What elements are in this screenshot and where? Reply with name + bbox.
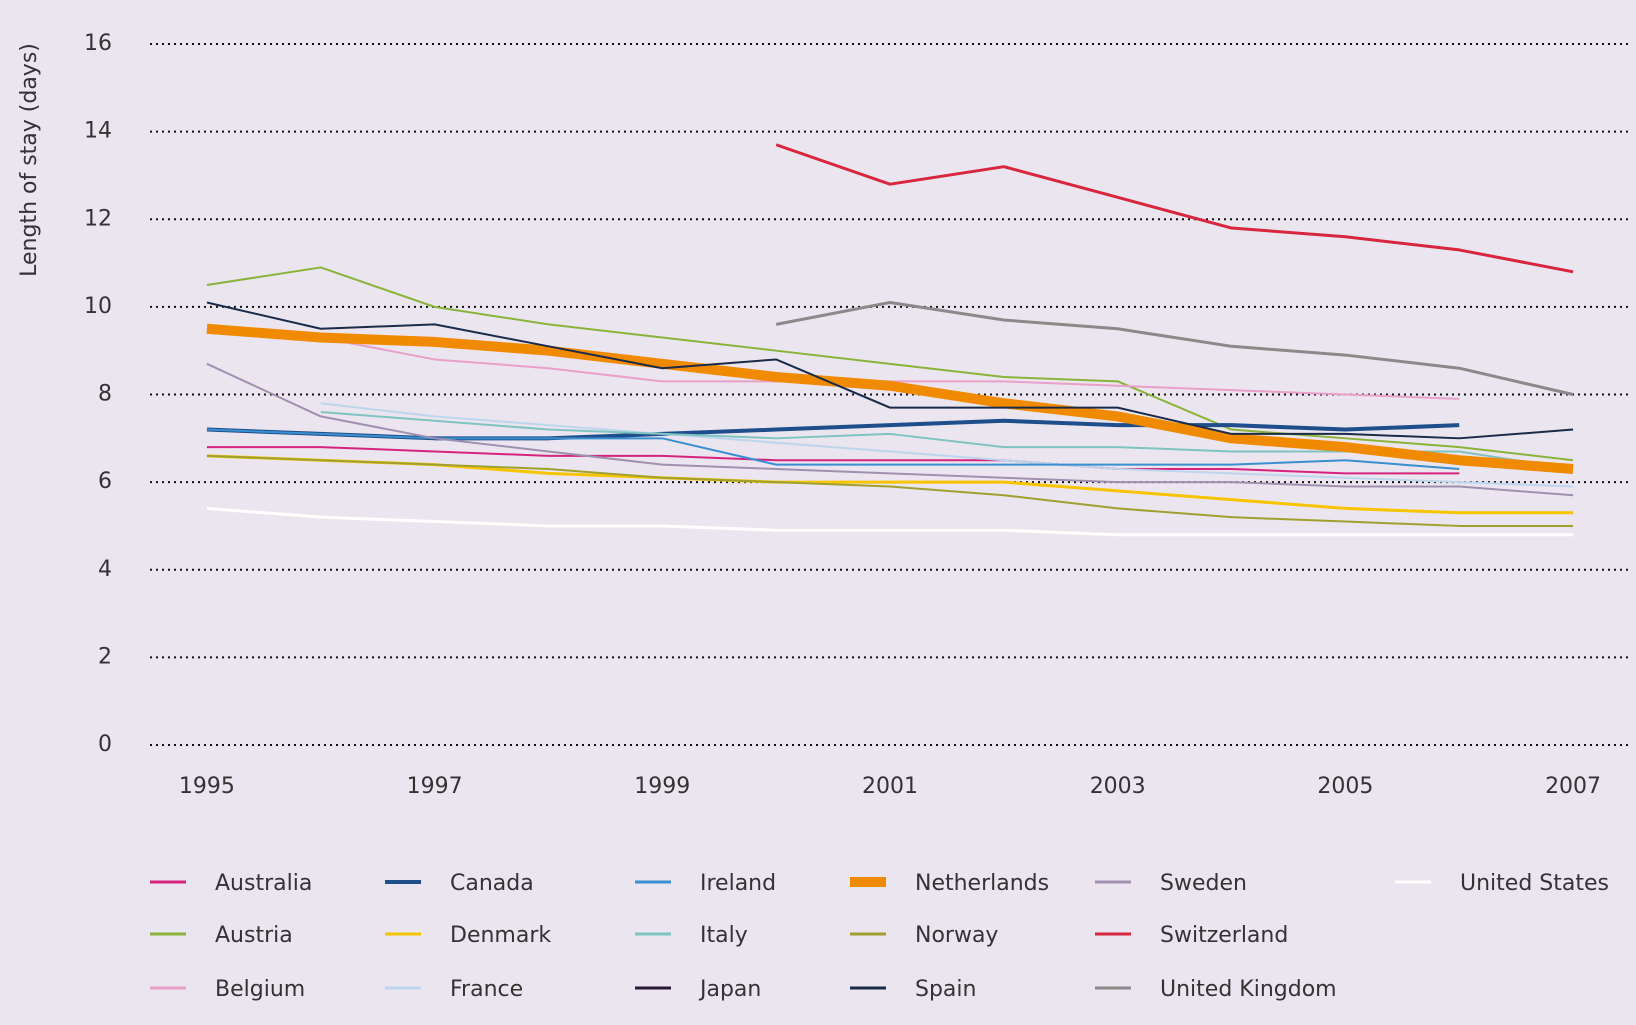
legend-label: Ireland <box>700 871 776 896</box>
x-tick-label: 1999 <box>634 774 690 799</box>
legend-label: France <box>450 977 523 1002</box>
legend-label: Japan <box>698 977 761 1002</box>
legend-label: Denmark <box>450 923 551 948</box>
y-tick-label: 6 <box>98 469 112 494</box>
y-tick-label: 4 <box>98 557 112 582</box>
series-line <box>775 300 1574 396</box>
x-tick-label: 2007 <box>1545 774 1601 799</box>
series-line <box>206 446 1460 475</box>
legend-label: Belgium <box>215 977 305 1002</box>
series-line <box>320 402 1574 488</box>
series-line <box>206 266 1574 462</box>
x-tick-label: 1997 <box>407 774 463 799</box>
x-tick-label: 1995 <box>179 774 235 799</box>
legend-label: Sweden <box>1160 871 1247 896</box>
y-tick-label: 16 <box>84 31 112 56</box>
legend-label: Switzerland <box>1160 923 1288 948</box>
series-line <box>206 362 1574 497</box>
y-tick-label: 0 <box>98 732 112 757</box>
y-axis-label: Length of stay (days) <box>17 43 42 277</box>
series-line <box>206 301 1574 440</box>
x-tick-label: 2003 <box>1090 774 1146 799</box>
legend-label: United Kingdom <box>1160 977 1337 1002</box>
legend-label: Netherlands <box>915 871 1049 896</box>
x-tick-label: 2005 <box>1317 774 1373 799</box>
series-line <box>206 454 1574 527</box>
legend-label: Austria <box>215 923 293 948</box>
legend-label: Spain <box>915 977 976 1002</box>
legend-label: Australia <box>215 871 312 896</box>
series-line <box>775 143 1574 274</box>
y-tick-label: 10 <box>84 294 112 319</box>
x-tick-label: 2001 <box>862 774 918 799</box>
legend-label: Italy <box>700 923 748 948</box>
y-tick-label: 14 <box>84 119 112 144</box>
legend-label: Norway <box>915 923 998 948</box>
legend-label: Canada <box>450 871 534 896</box>
y-tick-label: 8 <box>98 382 112 407</box>
series-line <box>206 506 1574 537</box>
y-tick-label: 2 <box>98 644 112 669</box>
y-tick-label: 12 <box>84 206 112 231</box>
series-line <box>206 323 1574 474</box>
legend-label: United States <box>1460 871 1609 896</box>
series-line <box>206 428 1460 470</box>
